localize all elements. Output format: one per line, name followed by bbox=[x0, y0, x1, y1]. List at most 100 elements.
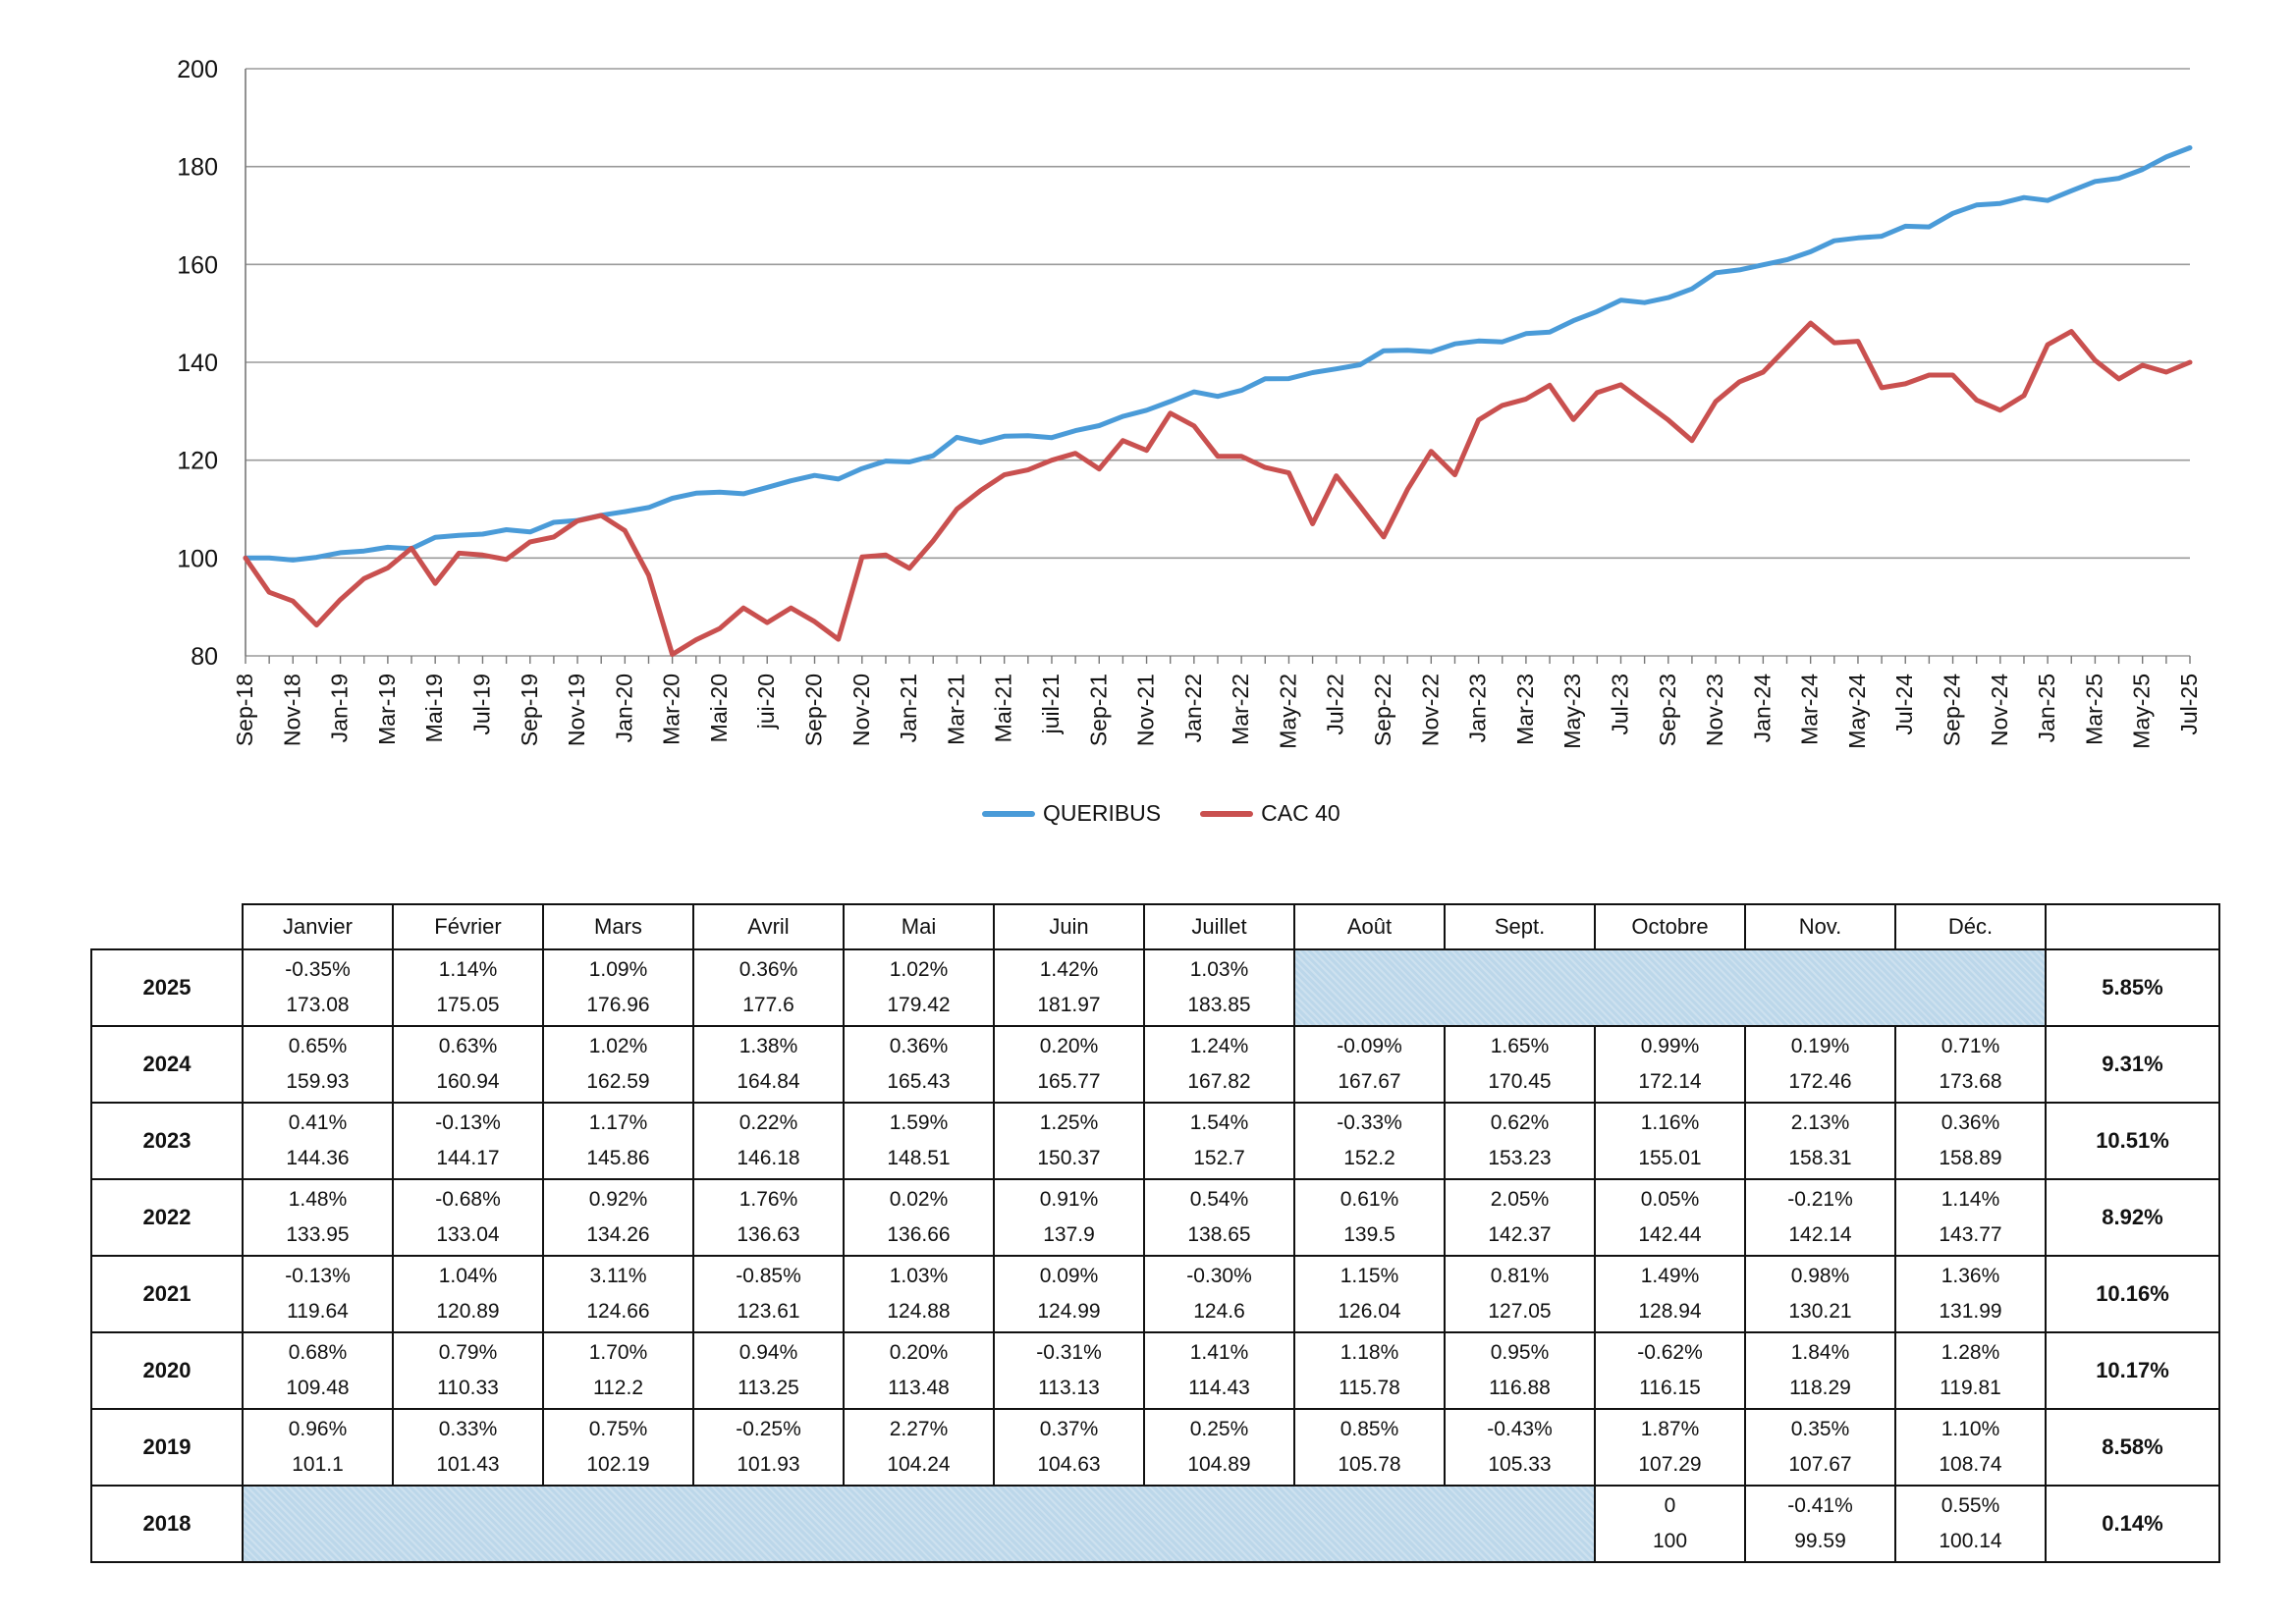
total-header bbox=[2045, 903, 2220, 950]
month-cell: 0.63% 160.94 bbox=[392, 1025, 544, 1104]
x-tick-label: Mar-20 bbox=[659, 674, 684, 745]
month-cell: -0.13% 119.64 bbox=[242, 1255, 394, 1333]
x-tick-label: Jan-21 bbox=[896, 674, 921, 742]
month-cell: 0.79% 110.33 bbox=[392, 1331, 544, 1410]
monthly-return: 0.36% bbox=[1941, 1111, 2000, 1134]
legend-item-queribus: QUERIBUS bbox=[982, 800, 1161, 827]
index-value: 100 bbox=[1652, 1530, 1688, 1552]
index-value: 173.68 bbox=[1939, 1070, 2002, 1093]
month-header: Janvier bbox=[242, 903, 394, 950]
month-cell: 1.38% 164.84 bbox=[692, 1025, 845, 1104]
monthly-return: 2.13% bbox=[1790, 1111, 1850, 1134]
y-tick-label: 100 bbox=[177, 545, 218, 572]
table-row: 2024 0.65% 159.93 0.63% 160.94 1.02% 162.59 1.3… bbox=[90, 1025, 2220, 1104]
index-value: 152.2 bbox=[1343, 1147, 1395, 1169]
month-cell: 1.70% 112.2 bbox=[542, 1331, 694, 1410]
month-cell: 0.91% 137.9 bbox=[993, 1178, 1145, 1257]
index-value: 104.63 bbox=[1037, 1453, 1101, 1476]
index-value: 139.5 bbox=[1343, 1223, 1395, 1246]
monthly-return: 1.54% bbox=[1189, 1111, 1249, 1134]
monthly-return: 0.95% bbox=[1490, 1341, 1550, 1364]
monthly-return: 1.28% bbox=[1941, 1341, 2000, 1364]
monthly-return: -0.13% bbox=[285, 1265, 351, 1287]
index-value: 152.7 bbox=[1193, 1147, 1245, 1169]
year-cell: 2018 bbox=[90, 1485, 244, 1563]
monthly-return: -0.13% bbox=[435, 1111, 501, 1134]
index-value: 126.04 bbox=[1338, 1300, 1401, 1323]
annual-total: 10.16% bbox=[2045, 1255, 2220, 1333]
monthly-return: 1.25% bbox=[1039, 1111, 1099, 1134]
monthly-return: 0.55% bbox=[1941, 1494, 2000, 1517]
month-header: Juillet bbox=[1143, 903, 1295, 950]
y-axis-ticks: 80 100 120 140 160 180 200 bbox=[177, 56, 218, 671]
x-tick-label: Mai-21 bbox=[991, 674, 1016, 742]
legend-label-queribus: QUERIBUS bbox=[1043, 800, 1162, 826]
table-row: 2025 -0.35% 173.08 1.14% 175.05 1.09% 176.96 0.… bbox=[90, 948, 2220, 1027]
index-value: 133.95 bbox=[286, 1223, 350, 1246]
month-cell: 1.84% 118.29 bbox=[1744, 1331, 1896, 1410]
monthly-return: 1.36% bbox=[1941, 1265, 2000, 1287]
index-value: 124.88 bbox=[887, 1300, 951, 1323]
monthly-return: 0.19% bbox=[1790, 1035, 1850, 1057]
month-cell: -0.21% 142.14 bbox=[1744, 1178, 1896, 1257]
month-cell: 1.02% 179.42 bbox=[843, 948, 995, 1027]
month-cell: 1.03% 124.88 bbox=[843, 1255, 995, 1333]
monthly-return: 0.65% bbox=[288, 1035, 348, 1057]
empty-months-cell bbox=[1293, 948, 2047, 1027]
monthly-return: 0.91% bbox=[1039, 1188, 1099, 1211]
month-cell: 1.15% 126.04 bbox=[1293, 1255, 1446, 1333]
annual-total: 5.85% bbox=[2045, 948, 2220, 1027]
table-row: 2022 1.48% 133.95 -0.68% 133.04 0.92% 134.26 1.… bbox=[90, 1178, 2220, 1257]
monthly-return: 0.94% bbox=[738, 1341, 798, 1364]
index-value: 114.43 bbox=[1188, 1377, 1250, 1399]
index-value: 136.63 bbox=[737, 1223, 800, 1246]
index-value: 107.29 bbox=[1638, 1453, 1702, 1476]
index-value: 102.19 bbox=[586, 1453, 650, 1476]
index-value: 158.31 bbox=[1788, 1147, 1852, 1169]
monthly-return: 1.59% bbox=[889, 1111, 949, 1134]
month-cell: 0.36% 177.6 bbox=[692, 948, 845, 1027]
month-cell: 0.02% 136.66 bbox=[843, 1178, 995, 1257]
index-value: 133.04 bbox=[436, 1223, 500, 1246]
monthly-return: -0.62% bbox=[1637, 1341, 1703, 1364]
index-value: 120.89 bbox=[436, 1300, 500, 1323]
annual-total: 8.92% bbox=[2045, 1178, 2220, 1257]
annual-total: 9.31% bbox=[2045, 1025, 2220, 1104]
monthly-return: 1.41% bbox=[1189, 1341, 1249, 1364]
monthly-return: 0.96% bbox=[288, 1418, 348, 1440]
index-value: 175.05 bbox=[436, 994, 500, 1016]
x-tick-label: Mai-20 bbox=[706, 674, 732, 742]
year-cell: 2020 bbox=[90, 1331, 244, 1410]
monthly-return: 1.38% bbox=[738, 1035, 798, 1057]
month-cell: 0.61% 139.5 bbox=[1293, 1178, 1446, 1257]
month-cell: 2.05% 142.37 bbox=[1444, 1178, 1596, 1257]
x-tick-label: May-23 bbox=[1559, 674, 1585, 749]
month-header: Mai bbox=[843, 903, 995, 950]
month-header: Nov. bbox=[1744, 903, 1896, 950]
month-cell: -0.33% 152.2 bbox=[1293, 1102, 1446, 1180]
monthly-return: 1.18% bbox=[1339, 1341, 1399, 1364]
month-cell: 1.02% 162.59 bbox=[542, 1025, 694, 1104]
index-value: 113.25 bbox=[738, 1377, 799, 1399]
x-tick-label: Mai-19 bbox=[421, 674, 447, 742]
x-tick-label: Sep-24 bbox=[1940, 674, 1965, 746]
legend-swatch-queribus bbox=[982, 810, 1035, 817]
monthly-return: 1.04% bbox=[438, 1265, 498, 1287]
month-cell: 1.36% 131.99 bbox=[1894, 1255, 2047, 1333]
index-value: 145.86 bbox=[586, 1147, 650, 1169]
month-cell: 1.49% 128.94 bbox=[1594, 1255, 1746, 1333]
month-cell: -0.41% 99.59 bbox=[1744, 1485, 1896, 1563]
monthly-return: 1.16% bbox=[1640, 1111, 1700, 1134]
monthly-return: -0.09% bbox=[1337, 1035, 1402, 1057]
table-row: 2019 0.96% 101.1 0.33% 101.43 0.75% 102.19 -0.2… bbox=[90, 1408, 2220, 1487]
x-tick-label: Nov-21 bbox=[1133, 674, 1159, 746]
month-cell: 0.68% 109.48 bbox=[242, 1331, 394, 1410]
x-tick-label: Jan-23 bbox=[1465, 674, 1491, 742]
index-value: 164.84 bbox=[737, 1070, 800, 1093]
x-tick-label: Mar-19 bbox=[374, 674, 400, 745]
month-cell: 0.94% 113.25 bbox=[692, 1331, 845, 1410]
month-cell: 0.92% 134.26 bbox=[542, 1178, 694, 1257]
index-value: 115.78 bbox=[1339, 1377, 1400, 1399]
y-tick-label: 160 bbox=[177, 251, 218, 279]
monthly-return: 0.22% bbox=[738, 1111, 798, 1134]
